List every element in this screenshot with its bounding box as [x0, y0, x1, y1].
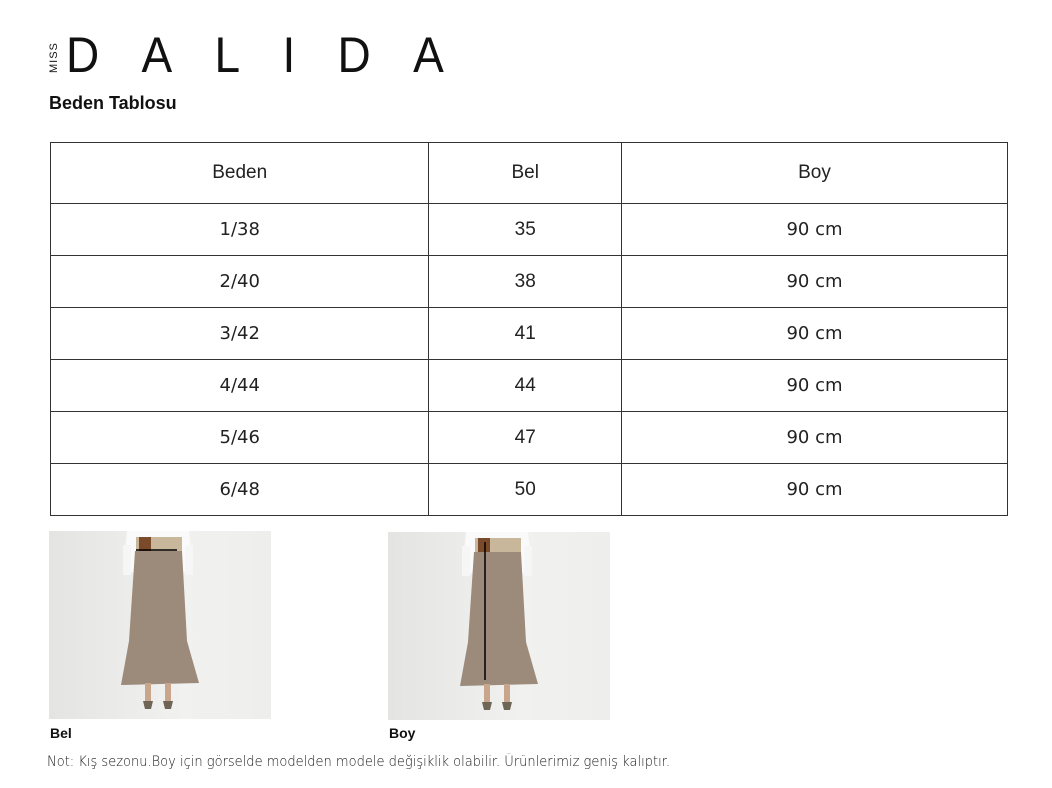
header-boy: Boy	[621, 142, 1008, 204]
table-row: 3/42 41 90 cm	[49, 307, 1008, 360]
cell-beden: 4/44	[49, 359, 430, 412]
cell-boy: 90 cm	[621, 411, 1008, 464]
cell-boy: 90 cm	[621, 203, 1008, 256]
cell-bel: 35	[428, 203, 623, 256]
header-beden: Beden	[49, 142, 430, 204]
logo-prefix: MISS	[48, 42, 60, 74]
table-row: 2/40 38 90 cm	[49, 255, 1008, 308]
brand-logo: MISS DALIDA	[48, 27, 523, 83]
cell-beden: 5/46	[49, 411, 430, 464]
cell-boy: 90 cm	[621, 359, 1008, 412]
logo-name: DALIDA	[66, 27, 487, 83]
cell-beden: 2/40	[49, 255, 430, 308]
table-header-row: Beden Bel Boy	[49, 142, 1008, 204]
table-row: 4/44 44 90 cm	[49, 359, 1008, 412]
cell-bel: 47	[428, 411, 623, 464]
cell-bel: 44	[428, 359, 623, 412]
cell-bel: 41	[428, 307, 623, 360]
caption-bel: Bel	[50, 725, 72, 741]
cell-boy: 90 cm	[621, 307, 1008, 360]
cell-bel: 38	[428, 255, 623, 308]
cell-beden: 3/42	[49, 307, 430, 360]
cell-beden: 6/48	[49, 463, 430, 516]
page-title: Beden Tablosu	[49, 93, 177, 113]
size-table: Beden Bel Boy 1/38 35 90 cm 2/40 38 90 cm 3/42…	[49, 142, 1008, 516]
note-text: Not: Kış sezonu.Boy için görselde modeld…	[47, 754, 670, 770]
cell-beden: 1/38	[49, 203, 430, 256]
length-measure-image	[388, 532, 610, 720]
table-row: 1/38 35 90 cm	[49, 203, 1008, 256]
cell-boy: 90 cm	[621, 255, 1008, 308]
waist-measure-image	[49, 531, 271, 719]
header-bel: Bel	[428, 142, 623, 204]
cell-bel: 50	[428, 463, 623, 516]
table-row: 5/46 47 90 cm	[49, 411, 1008, 464]
caption-boy: Boy	[389, 725, 416, 741]
table-row: 6/48 50 90 cm	[49, 463, 1008, 516]
cell-boy: 90 cm	[621, 463, 1008, 516]
